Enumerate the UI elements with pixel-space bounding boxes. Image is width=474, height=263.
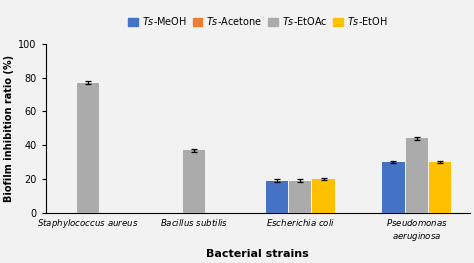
- Bar: [289, 181, 311, 213]
- Bar: [312, 179, 335, 213]
- Bar: [429, 162, 451, 213]
- Y-axis label: Biofilm inhibition ratio (%): Biofilm inhibition ratio (%): [4, 55, 14, 202]
- Bar: [406, 138, 428, 213]
- Legend: $\it{Ts}$-MeOH, $\it{Ts}$-Acetone, $\it{Ts}$-EtOAc, $\it{Ts}$-EtOH: $\it{Ts}$-MeOH, $\it{Ts}$-Acetone, $\it{…: [124, 12, 391, 31]
- Bar: [383, 162, 405, 213]
- Bar: [183, 150, 205, 213]
- Bar: [266, 181, 288, 213]
- Bar: [77, 83, 99, 213]
- X-axis label: Bacterial strains: Bacterial strains: [206, 249, 309, 259]
